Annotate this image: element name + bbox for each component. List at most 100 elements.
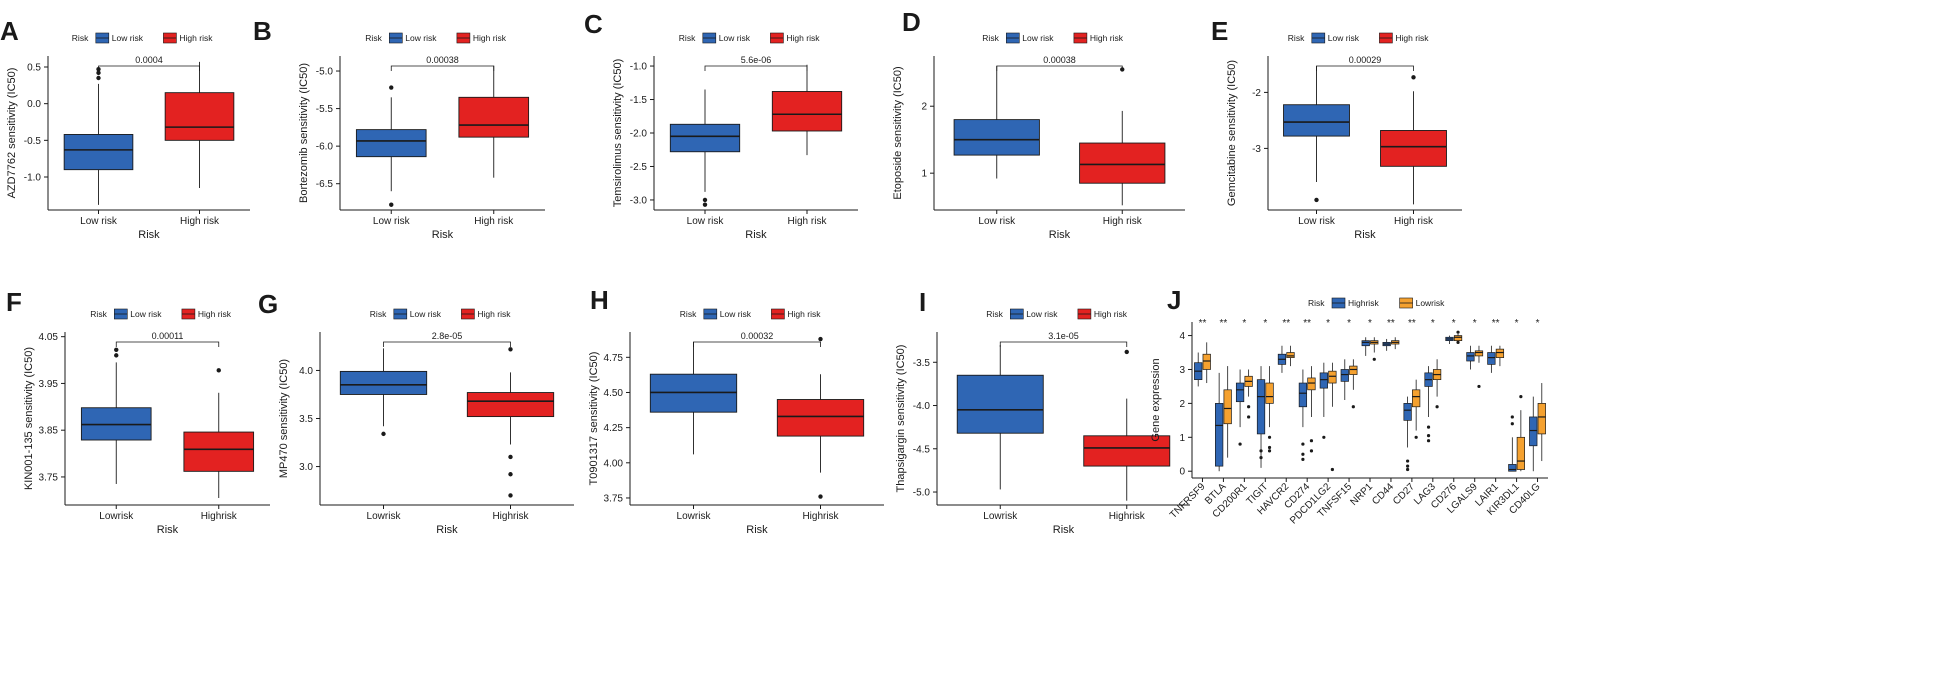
box-highrisk [1508,415,1517,472]
gene-group-pdcd1lg2: * [1319,318,1337,472]
significance-marker: ** [1282,318,1290,329]
box-highrisk [1194,352,1203,387]
box-body [771,91,843,132]
box-body [1487,352,1496,365]
panel-letter: H [590,285,609,315]
box-body [1319,372,1328,389]
outlier-point [818,336,823,342]
box-highrisk [1319,362,1328,439]
y-axis-title: AZD7762 sensitivity (IC50) [6,68,18,199]
box-highrisk [1487,345,1496,373]
outlier-point [96,70,101,76]
outlier-point [1406,464,1410,468]
y-tick-label: 4.05 [39,332,59,343]
box-body [164,92,235,141]
y-tick-label: 4.0 [299,366,313,377]
p-value-label: 3.1e-05 [1048,331,1079,341]
y-tick-label: -3.0 [630,195,648,206]
legend: Risk Low risk High risk [986,308,1128,320]
outlier-point [702,197,708,203]
outlier-point [1372,357,1376,361]
box-body [1202,353,1211,370]
legend-label: Low risk [1026,309,1058,319]
y-axis-title: Etoposide sensitivity (IC50) [892,66,904,199]
legend: Risk Low risk High risk [90,308,232,320]
outlier-point [1414,435,1418,439]
box-highrisk [1529,396,1538,472]
legend-label: High risk [473,33,507,43]
significance-marker: * [1326,318,1330,329]
box-highrisk [1361,337,1370,356]
legend-label: High risk [477,309,511,319]
y-tick-label: -5.0 [913,488,931,499]
outlier-point [1259,449,1263,453]
box-lowrisk [1307,366,1316,453]
box-body [1403,403,1412,421]
x-tick-label: Lowrisk [983,511,1018,522]
gene-group-nrp1: * [1361,318,1379,361]
x-axis-title: Risk [1053,524,1075,536]
box-lowrisk [1328,362,1337,472]
legend-title: Risk [365,33,382,43]
x-axis-title: Risk [432,229,454,241]
y-tick-label: -6.5 [316,179,334,190]
box-high-risk [458,65,530,178]
y-tick-label: 4 [1179,331,1185,342]
box-body [458,96,530,138]
box-body [1307,377,1316,391]
y-tick-label: -6.0 [316,142,334,153]
gene-group-tnfsf15: * [1340,318,1358,409]
box-body [1283,104,1350,137]
y-tick-label: 3.95 [39,379,59,390]
outlier-point [508,454,513,460]
legend-title: Risk [1308,298,1325,308]
outlier-point [1247,415,1251,419]
outlier-point [508,493,513,498]
box-highrisk [1215,372,1224,472]
y-tick-label: 3.5 [299,414,313,425]
box-lowrisk [1370,337,1379,361]
legend-label: Highrisk [1348,298,1379,308]
box-body [1235,382,1245,403]
box-body [63,134,134,171]
significance-bracket [1316,65,1414,71]
y-tick-label: -4.5 [913,444,931,455]
outlier-point [1406,467,1410,472]
gene-group-cd27: ** [1403,318,1421,472]
panel-letter: B [253,16,272,46]
y-tick-label: 4.50 [604,388,624,399]
x-axis-title: Risk [157,524,179,536]
y-tick-label: 3.75 [39,472,59,483]
box-body [1079,142,1166,184]
outlier-point [1510,415,1514,419]
box-lowrisk [1495,345,1505,367]
y-tick-label: 3.0 [299,462,313,473]
box-low-risk [339,348,428,437]
x-tick-label: Lowrisk [677,511,712,522]
p-value-label: 0.00038 [1043,55,1076,65]
outlier-point [389,202,394,207]
significance-marker: * [1536,318,1540,329]
y-axis-title: Thapsigargin sensitivity (IC50) [895,345,907,493]
legend-label: High risk [1395,33,1429,43]
box-low-risk [355,85,427,207]
legend-title: Risk [1288,33,1305,43]
box-low-risk [669,89,741,207]
y-tick-label: -5.0 [316,67,334,78]
box-lowrisk [1223,366,1232,458]
outlier-point [1426,439,1431,443]
legend-label: High risk [198,309,232,319]
box-lowrisk [1537,383,1546,462]
outlier-point [381,431,386,437]
legend-title: Risk [90,309,107,319]
box-body [1537,403,1546,435]
y-tick-label: -1.5 [630,95,648,106]
p-value-label: 0.00011 [152,331,184,341]
box-highrisk [1340,359,1349,400]
box-low-risk [1283,66,1350,203]
legend: Risk Low risk High risk [680,308,821,320]
significance-marker: ** [1492,318,1500,329]
x-tick-label: Highrisk [201,511,238,522]
box-high-risk [1083,349,1171,501]
box-body [1495,348,1505,358]
